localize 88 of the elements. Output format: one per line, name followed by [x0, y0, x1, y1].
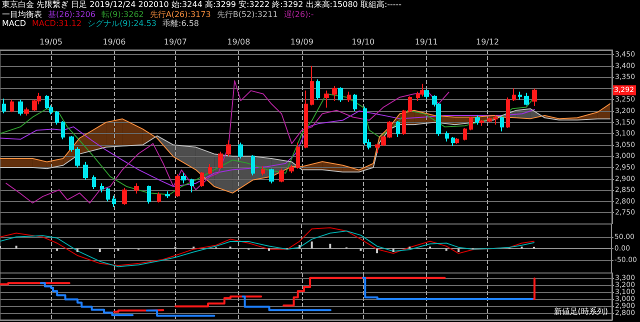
candlestick — [112, 195, 116, 208]
candlestick — [100, 182, 104, 193]
candlestick — [402, 109, 406, 136]
text: 先行A(26):3173 — [150, 10, 211, 20]
candlestick — [147, 185, 151, 204]
candlestick — [532, 88, 537, 107]
text: 乖離:6.58 — [162, 19, 200, 29]
text: MACD:31.12 — [32, 19, 82, 29]
x-tick-label: 19/11 — [414, 38, 438, 46]
candlestick — [134, 182, 139, 194]
candlestick — [310, 65, 314, 106]
candlestick — [122, 187, 127, 206]
candlestick — [451, 136, 455, 147]
candlestick — [190, 178, 194, 193]
x-tick-label: 19/08 — [227, 38, 250, 46]
candlestick — [455, 138, 459, 144]
bar — [458, 248, 460, 252]
candlestick — [55, 110, 59, 126]
text: 基(26):3206 — [48, 10, 96, 20]
candlestick — [324, 90, 329, 108]
candlestick — [175, 174, 180, 198]
legend-title: 一目均衡表 — [2, 10, 42, 20]
text: シグナル(9):24.53 — [88, 19, 156, 29]
candlestick — [363, 106, 367, 146]
candlestick — [353, 94, 357, 112]
bar — [15, 246, 18, 248]
candlestick — [10, 99, 14, 113]
candlestick — [18, 99, 23, 116]
candlestick — [500, 116, 504, 132]
candlestick — [479, 120, 484, 126]
candlestick — [332, 86, 337, 102]
candlestick — [238, 142, 243, 159]
candlestick — [261, 166, 265, 176]
bar — [329, 244, 332, 248]
text: 新値足(時系列) — [554, 307, 608, 317]
bar — [310, 242, 313, 248]
candlestick — [304, 90, 308, 149]
candlestick — [24, 107, 29, 116]
x-tick-label: 19/06 — [102, 38, 126, 46]
candlestick — [463, 127, 467, 141]
candlestick — [279, 168, 284, 183]
bar — [298, 245, 301, 248]
candlestick — [106, 187, 110, 202]
candlestick — [518, 91, 522, 100]
candlestick — [218, 151, 223, 170]
text: 遅(26):- — [284, 10, 314, 20]
x-tick-label: 19/12 — [476, 38, 500, 46]
text: 先行B(52):3211 — [216, 10, 278, 20]
candlestick — [61, 120, 65, 140]
candlestick — [200, 172, 204, 188]
candlestick — [524, 92, 529, 106]
candlestick — [347, 91, 351, 102]
candlestick — [506, 96, 510, 128]
candlestick — [424, 89, 429, 100]
bar — [76, 248, 78, 252]
line-series — [0, 93, 535, 196]
candlestick — [165, 190, 170, 199]
candlestick — [512, 88, 516, 102]
candlestick — [445, 130, 449, 142]
bar — [392, 248, 394, 252]
candlestick — [251, 154, 255, 176]
line-series — [6, 80, 450, 204]
x-tick-label: 19/10 — [352, 38, 375, 46]
candlestick — [338, 86, 343, 102]
candlestick — [226, 140, 231, 157]
candlestick — [289, 164, 294, 174]
candlestick — [316, 78, 320, 100]
legend-title: MACD — [2, 19, 26, 29]
candlestick — [408, 96, 412, 113]
candlestick — [181, 172, 186, 184]
text: 転(9):3262 — [101, 10, 144, 20]
candlestick — [296, 142, 300, 170]
candlestick — [92, 174, 96, 190]
candlestick — [208, 164, 212, 175]
x-tick-label: 19/07 — [164, 38, 187, 46]
bar — [376, 248, 378, 254]
candlestick — [269, 168, 274, 184]
chart-title: 東京白金 先限繋ぎ 日足 2019/12/24 202010 始:3244 高:3299 安:3222 終:3292 出来高:15080 取組高:----- — [2, 0, 402, 10]
candlestick — [420, 83, 425, 97]
candlestick — [157, 192, 161, 204]
candlestick — [2, 98, 6, 114]
candlestick — [396, 120, 400, 138]
candlestick — [83, 161, 88, 180]
candlestick — [469, 116, 473, 131]
x-tick-label: 19/09 — [290, 38, 314, 46]
bar — [98, 248, 101, 252]
candlestick — [475, 115, 480, 126]
x-tick-label: 19/05 — [39, 38, 63, 46]
